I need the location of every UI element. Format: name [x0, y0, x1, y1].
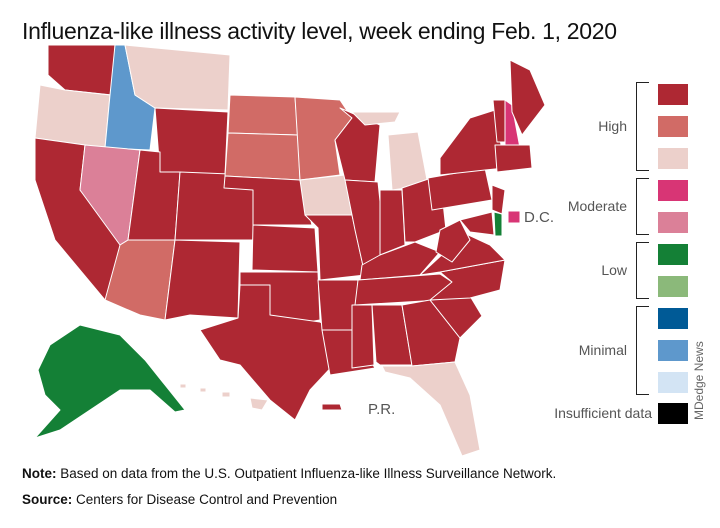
- source: Source: Centers for Disease Control and …: [22, 492, 337, 507]
- legend-swatch-high-1: [658, 84, 688, 105]
- legend-label-low: Low: [601, 261, 627, 278]
- legend-swatch-minimal-3: [658, 372, 688, 393]
- note-label: Note:: [22, 466, 57, 481]
- state-fl: [381, 361, 481, 457]
- source-label: Source:: [22, 492, 73, 507]
- legend-bracket: [636, 82, 649, 171]
- legend-swatch-low-1: [658, 244, 688, 265]
- legend-swatch-low-2: [658, 276, 688, 297]
- state-ma-ct-ri: [494, 144, 533, 173]
- credit: MDedge News: [692, 341, 706, 420]
- source-text: Centers for Disease Control and Preventi…: [72, 492, 338, 507]
- state-hi: [179, 383, 187, 389]
- legend-label-minimal: Minimal: [578, 341, 627, 358]
- legend-swatch-high-2: [658, 116, 688, 137]
- legend-swatch-minimal-1: [658, 308, 688, 329]
- state-md: [459, 211, 495, 236]
- legend-swatch-insufficient: [658, 403, 688, 424]
- state-nd: [227, 94, 299, 136]
- note-text: Based on data from the U.S. Outpatient I…: [56, 466, 557, 481]
- state-mi-up: [351, 111, 401, 126]
- legend-bracket: [636, 178, 649, 235]
- state-ga: [401, 299, 461, 367]
- state-ak: [34, 324, 186, 439]
- state-mo: [304, 214, 366, 281]
- legend-swatch-moderate-2: [658, 212, 688, 233]
- legend-label-high: High: [598, 117, 627, 134]
- state-wa: [47, 44, 116, 96]
- state-nj: [491, 184, 506, 215]
- state-wy: [154, 107, 229, 176]
- note: Note: Based on data from the U.S. Outpat…: [22, 466, 556, 481]
- state-in: [379, 189, 406, 256]
- state-al: [371, 304, 413, 366]
- state-pr: [321, 403, 343, 411]
- state-dc: [507, 210, 521, 224]
- legend-swatch-moderate-1: [658, 180, 688, 201]
- pr-label: P.R.: [368, 401, 396, 418]
- state-or: [34, 84, 111, 149]
- state-hi: [221, 391, 231, 398]
- state-hi: [199, 387, 207, 393]
- state-de: [493, 211, 503, 237]
- legend-bracket: [636, 242, 649, 299]
- state-ks: [251, 224, 319, 273]
- legend-swatch-high-3: [658, 148, 688, 169]
- state-mt: [124, 44, 231, 111]
- state-ms: [351, 304, 375, 369]
- dc-label: D.C.: [524, 209, 554, 226]
- map-title: Influenza-like illness activity level, w…: [22, 18, 617, 44]
- state-hi: [249, 397, 269, 411]
- state-ia: [299, 174, 353, 216]
- state-sd: [224, 132, 301, 181]
- state-wv: [435, 219, 471, 263]
- state-nm: [164, 239, 241, 321]
- state-me: [509, 59, 546, 136]
- legend-label-insufficient: Insufficient data: [554, 405, 652, 421]
- legend-bracket: [636, 306, 649, 395]
- legend-swatch-minimal-2: [658, 340, 688, 361]
- legend-label-moderate: Moderate: [567, 197, 627, 214]
- state-tx: [199, 284, 339, 421]
